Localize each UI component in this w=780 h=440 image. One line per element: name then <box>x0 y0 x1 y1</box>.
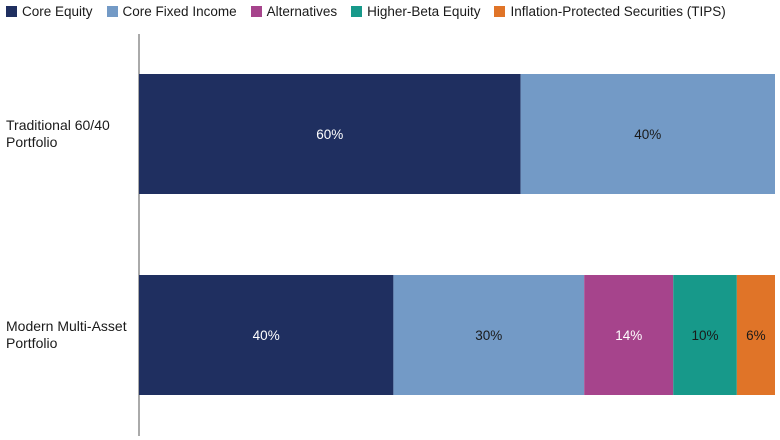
data-label-alternatives-2: 14% <box>615 328 642 343</box>
legend-label: Inflation-Protected Securities (TIPS) <box>510 4 726 19</box>
data-label-core-fixed-income-1: 40% <box>634 127 661 142</box>
chart-legend: Core Equity Core Fixed Income Alternatives… <box>6 4 740 19</box>
legend-item-inflation-protected-securities-tips: Inflation-Protected Securities (TIPS) <box>494 4 726 19</box>
legend-swatch <box>106 6 118 17</box>
bar-higher-beta-equity-2 <box>673 275 737 395</box>
bar-core-equity-1 <box>139 74 521 194</box>
legend-item-alternatives: Alternatives <box>250 4 338 19</box>
bar-alternatives-2 <box>584 275 674 395</box>
category-label-2: Modern Multi-Asset Portfolio <box>6 318 127 351</box>
bar-segments: 60% 40% 40% 30% 14% 10% 6% <box>139 74 775 395</box>
legend-label: Core Fixed Income <box>122 4 237 19</box>
data-label-core-fixed-income-2: 30% <box>475 328 502 343</box>
bar-core-fixed-income-1 <box>520 74 775 194</box>
bar-core-fixed-income-2 <box>393 275 585 395</box>
legend-swatch <box>6 6 17 17</box>
legend-item-core-equity: Core Equity <box>6 4 93 19</box>
legend-swatch <box>351 6 363 17</box>
data-label-higher-beta-equity-2: 10% <box>692 328 719 343</box>
bar-inflation-protected-securities-tips-2 <box>736 275 775 395</box>
category-label-1: Traditional 60/40 Portfolio <box>6 117 110 150</box>
legend-swatch <box>494 6 506 17</box>
data-label-inflation-protected-securities-tips-2: 6% <box>746 328 766 343</box>
legend-label: Alternatives <box>266 4 338 19</box>
legend-swatch <box>250 6 262 17</box>
legend-item-core-fixed-income: Core Fixed Income <box>106 4 237 19</box>
legend-label: Core Equity <box>22 4 93 19</box>
legend-label: Higher-Beta Equity <box>367 4 481 19</box>
bar-core-equity-2 <box>139 275 394 395</box>
legend-item-higher-beta-equity: Higher-Beta Equity <box>351 4 480 19</box>
data-label-core-equity-2: 40% <box>253 328 280 343</box>
data-label-core-equity-1: 60% <box>316 127 343 142</box>
